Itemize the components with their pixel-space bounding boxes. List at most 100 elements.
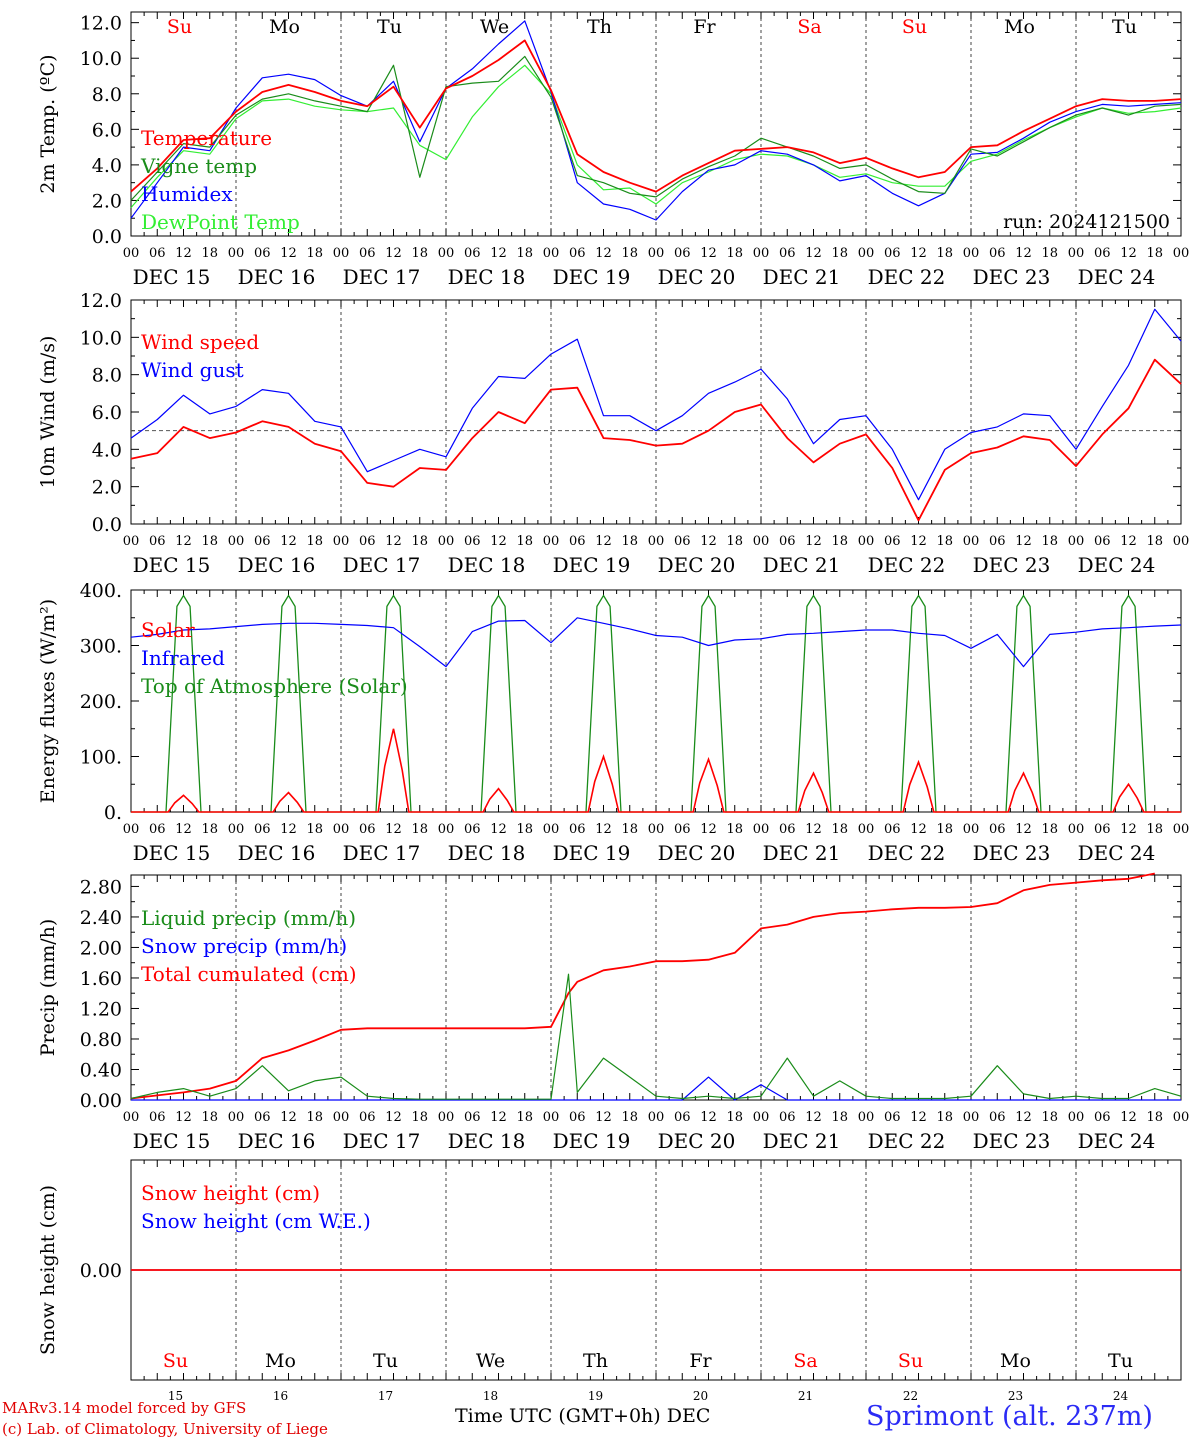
- y-tick-label: 6.0: [92, 402, 122, 424]
- hour-label: 12: [1015, 534, 1032, 549]
- series-vigne-temp: [130, 55, 1182, 201]
- legend-entry: Temperature: [141, 126, 272, 150]
- hour-label: 00: [543, 534, 560, 549]
- hour-label: 18: [1146, 534, 1163, 549]
- y-tick-label: 0.0: [92, 514, 122, 536]
- date-label: DEC 22: [868, 553, 946, 577]
- hour-label: 12: [175, 1110, 192, 1125]
- y-tick-label: 10.0: [80, 327, 122, 349]
- hour-label: 06: [149, 1110, 166, 1125]
- hour-label: 06: [569, 246, 586, 261]
- hour-label: 00: [228, 534, 245, 549]
- hour-label: 12: [490, 246, 507, 261]
- hour-label: 06: [569, 534, 586, 549]
- hour-label: 12: [910, 1110, 927, 1125]
- date-label: DEC 24: [1078, 1129, 1156, 1153]
- hour-label: 00: [333, 822, 350, 837]
- hour-label: 18: [621, 246, 638, 261]
- date-label: DEC 15: [133, 265, 211, 289]
- hour-label: 12: [175, 534, 192, 549]
- hour-label: 06: [779, 534, 796, 549]
- hour-label: 06: [254, 246, 271, 261]
- hour-label: 12: [490, 1110, 507, 1125]
- hour-label: 18: [1041, 534, 1058, 549]
- hour-label: 18: [516, 534, 533, 549]
- weekday-label: Tu: [1112, 16, 1137, 38]
- hour-label: 18: [306, 822, 323, 837]
- hour-label: 18: [621, 534, 638, 549]
- date-label: DEC 16: [238, 841, 316, 865]
- hour-label: 12: [700, 246, 717, 261]
- hour-label: 06: [1094, 534, 1111, 549]
- hour-label: 00: [438, 246, 455, 261]
- weekday-label: We: [476, 1350, 505, 1372]
- weekday-label: Sa: [797, 16, 821, 38]
- series-solar: [131, 728, 1181, 813]
- y-tick-label: 8.0: [92, 84, 122, 106]
- hour-label: 06: [884, 822, 901, 837]
- y-tick-label: 4.0: [92, 155, 122, 177]
- series-humidex: [130, 20, 1182, 221]
- hour-label: 12: [175, 822, 192, 837]
- weekday-label: Mo: [269, 16, 300, 38]
- y-tick-label: 0.: [104, 802, 122, 824]
- hour-label: 00: [753, 534, 770, 549]
- day-number-label: 19: [588, 1389, 603, 1403]
- hour-label: 12: [910, 534, 927, 549]
- legend-entry: Infrared: [141, 646, 225, 670]
- hour-label: 12: [385, 246, 402, 261]
- y-tick-label: 0.80: [80, 1029, 122, 1051]
- hour-label: 18: [726, 1110, 743, 1125]
- hour-label: 00: [858, 1110, 875, 1125]
- panel-frame: [130, 11, 1182, 237]
- hour-label: 12: [1120, 246, 1137, 261]
- hour-label: 18: [831, 246, 848, 261]
- hour-label: 00: [438, 1110, 455, 1125]
- date-label: DEC 18: [448, 841, 526, 865]
- hour-label: 12: [700, 822, 717, 837]
- series-liquid-precip-mm-h: [130, 973, 1182, 1100]
- hour-label: 00: [858, 822, 875, 837]
- hour-label: 06: [674, 822, 691, 837]
- hour-label: 18: [831, 534, 848, 549]
- date-label: DEC 20: [658, 1129, 736, 1153]
- series-wind-gust: [130, 308, 1182, 501]
- y-tick-label: 2.80: [80, 876, 122, 898]
- hour-label: 12: [1120, 822, 1137, 837]
- hour-label: 00: [963, 1110, 980, 1125]
- hour-label: 12: [490, 822, 507, 837]
- hour-label: 06: [674, 534, 691, 549]
- hour-label: 00: [123, 822, 140, 837]
- hour-label: 00: [1068, 1110, 1085, 1125]
- date-label: DEC 21: [763, 265, 841, 289]
- hour-label: 12: [280, 822, 297, 837]
- hour-label: 18: [201, 246, 218, 261]
- y-tick-label: 2.0: [92, 190, 122, 212]
- hour-label: 18: [411, 1110, 428, 1125]
- hour-label: 00: [123, 246, 140, 261]
- series-total-cumulated-cm: [130, 872, 1155, 1100]
- y-tick-label: 12.0: [80, 290, 122, 312]
- date-label: DEC 17: [343, 265, 421, 289]
- weekday-label: Mo: [1004, 16, 1035, 38]
- date-label: DEC 19: [553, 1129, 631, 1153]
- hour-label: 12: [595, 822, 612, 837]
- hour-label: 12: [385, 534, 402, 549]
- hour-label: 00: [1068, 534, 1085, 549]
- hour-label: 18: [621, 822, 638, 837]
- day-number-label: 17: [378, 1389, 393, 1403]
- y-tick-label: 2.40: [80, 907, 122, 929]
- hour-label: 00: [228, 1110, 245, 1125]
- hour-label: 06: [254, 534, 271, 549]
- hour-label: 18: [1146, 822, 1163, 837]
- hour-label: 12: [595, 246, 612, 261]
- credit-line-1: MARv3.14 model forced by GFS: [2, 1399, 247, 1417]
- legend-entry: DewPoint Temp: [141, 210, 300, 234]
- date-label: DEC 24: [1078, 265, 1156, 289]
- y-tick-label: 10.0: [80, 48, 122, 70]
- day-number-label: 21: [798, 1389, 813, 1403]
- hour-label: 06: [1094, 246, 1111, 261]
- hour-label: 06: [884, 534, 901, 549]
- hour-label: 12: [280, 534, 297, 549]
- weekday-label: Mo: [265, 1350, 296, 1372]
